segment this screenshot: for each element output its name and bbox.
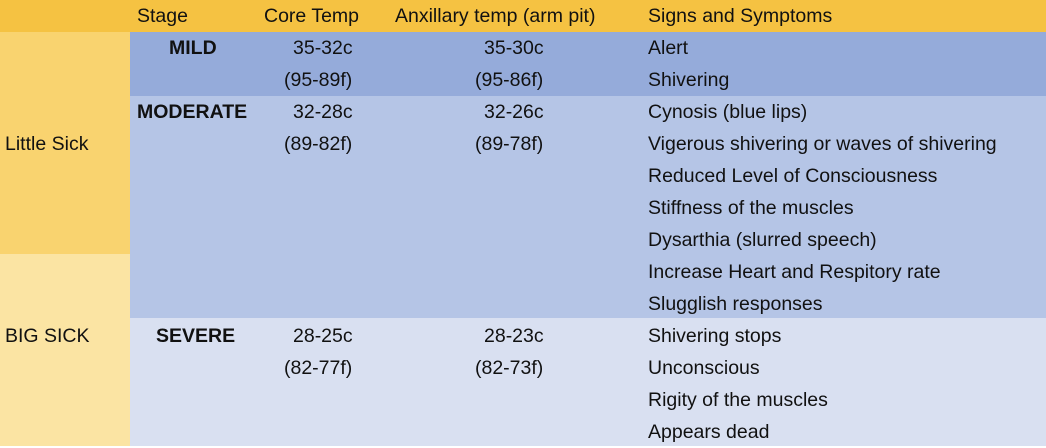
- symptom-item: Dysarthia (slurred speech): [648, 229, 877, 251]
- core-temp-fahrenheit: (82-77f): [284, 357, 353, 379]
- header-signs-symptoms: Signs and Symptoms: [648, 5, 833, 27]
- axillary-temp-fahrenheit: (82-73f): [475, 357, 544, 379]
- group-big-sick-cell: [0, 254, 130, 446]
- row-mild: [130, 32, 1046, 96]
- group-big-sick-label: BIG SICK: [5, 325, 90, 347]
- axillary-temp-fahrenheit: (89-78f): [475, 133, 544, 155]
- header-core-temp: Core Temp: [264, 5, 360, 27]
- symptom-item: Reduced Level of Consciousness: [648, 165, 938, 187]
- header-stage: Stage: [137, 5, 188, 27]
- symptom-item: Unconscious: [648, 357, 760, 379]
- symptom-item: Shivering: [648, 69, 730, 91]
- core-temp-fahrenheit: (95-89f): [284, 69, 353, 91]
- symptom-item: Alert: [648, 37, 689, 59]
- axillary-temp-fahrenheit: (95-86f): [475, 69, 544, 91]
- core-temp-celsius: 28-25c: [293, 325, 353, 347]
- core-temp-celsius: 32-28c: [293, 101, 353, 123]
- symptom-item: Slugglish responses: [648, 293, 823, 315]
- axillary-temp-celsius: 28-23c: [484, 325, 544, 347]
- symptom-item: Cynosis (blue lips): [648, 101, 808, 123]
- symptom-item: Rigity of the muscles: [648, 389, 828, 411]
- table-header-row: [0, 0, 1046, 32]
- header-axillary-temp: Anxillary temp (arm pit): [395, 5, 596, 27]
- symptom-item: Increase Heart and Respitory rate: [648, 261, 941, 283]
- symptom-item: Vigerous shivering or waves of shivering: [648, 133, 997, 155]
- stage-label: MODERATE: [137, 101, 248, 123]
- symptom-item: Stiffness of the muscles: [648, 197, 854, 219]
- row-moderate: [130, 96, 1046, 318]
- row-severe: [130, 318, 1046, 446]
- group-little-sick-label: Little Sick: [5, 133, 89, 155]
- symptom-item: Appears dead: [648, 421, 770, 443]
- group-little-sick-cell: [0, 32, 130, 254]
- axillary-temp-celsius: 35-30c: [484, 37, 544, 59]
- axillary-temp-celsius: 32-26c: [484, 101, 544, 123]
- stage-label: SEVERE: [156, 325, 236, 347]
- core-temp-celsius: 35-32c: [293, 37, 353, 59]
- symptom-item: Shivering stops: [648, 325, 782, 347]
- stage-label: MILD: [169, 37, 217, 59]
- core-temp-fahrenheit: (89-82f): [284, 133, 353, 155]
